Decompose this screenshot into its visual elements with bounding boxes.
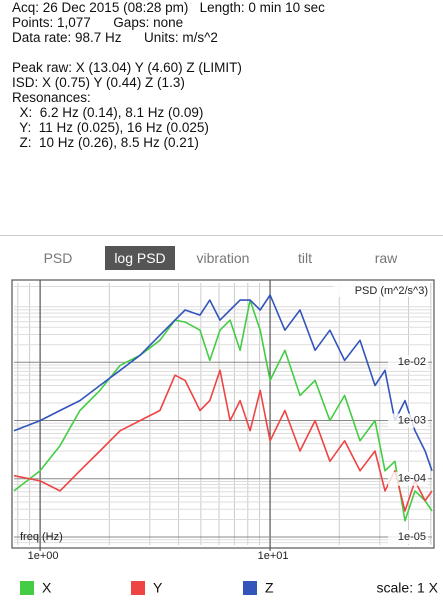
label-bg	[388, 413, 428, 428]
series-line	[13, 369, 433, 512]
info-line: X: 6.2 Hz (0.14), 8.1 Hz (0.09)	[12, 105, 204, 120]
label-bg	[388, 530, 428, 545]
y-tick-label: 1e-03	[398, 414, 426, 426]
info-line: Points: 1,077 Gaps: none	[12, 15, 184, 30]
info-line: ISD: X (0.75) Y (0.44) Z (1.3)	[12, 75, 185, 90]
x-axis-label: freq (Hz)	[20, 531, 63, 543]
label-bg	[388, 355, 428, 370]
legend-swatch	[131, 581, 145, 595]
tab[interactable]: tilt	[298, 250, 312, 266]
tab[interactable]: vibration	[196, 250, 250, 266]
series-line	[13, 294, 433, 472]
legend-swatch	[243, 581, 257, 595]
y-tick-label: 1e-05	[398, 531, 426, 543]
info-line: Peak raw: X (13.04) Y (4.60) Z (LIMIT)	[12, 60, 242, 75]
legend-swatch	[20, 581, 34, 595]
x-tick-label: 1e+01	[258, 550, 289, 562]
tab[interactable]: raw	[374, 250, 398, 266]
tab[interactable]: PSD	[43, 250, 73, 266]
y-axis-label: PSD (m^2/s^3)	[355, 285, 428, 297]
info-line: Y: 11 Hz (0.025), 16 Hz (0.025)	[12, 120, 209, 135]
scale-label: scale: 1 X	[377, 580, 439, 596]
info-line: Acq: 26 Dec 2015 (08:28 pm) Length: 0 mi…	[12, 0, 325, 15]
plot-frame	[11, 279, 435, 549]
info-panel: Acq: 26 Dec 2015 (08:28 pm) Length: 0 mi…	[12, 0, 325, 150]
tab-bar: PSD log PSD vibration tilt raw	[0, 246, 443, 270]
tab[interactable]: log PSD	[105, 246, 175, 270]
y-tick-label: 1e-02	[398, 356, 426, 368]
legend-label: Z	[265, 580, 274, 596]
info-line: Data rate: 98.7 Hz Units: m/s^2	[12, 30, 218, 45]
label-bg	[334, 283, 430, 297]
legend-label: X	[42, 580, 52, 596]
legend-label: Y	[153, 580, 163, 596]
label-bg	[388, 471, 428, 486]
y-tick-label: 1e-04	[398, 473, 426, 485]
x-tick-label: 1e+00	[28, 550, 59, 562]
info-line: Resonances:	[12, 90, 91, 105]
separator	[0, 235, 443, 236]
info-line: Z: 10 Hz (0.26), 8.5 Hz (0.21)	[12, 135, 199, 150]
